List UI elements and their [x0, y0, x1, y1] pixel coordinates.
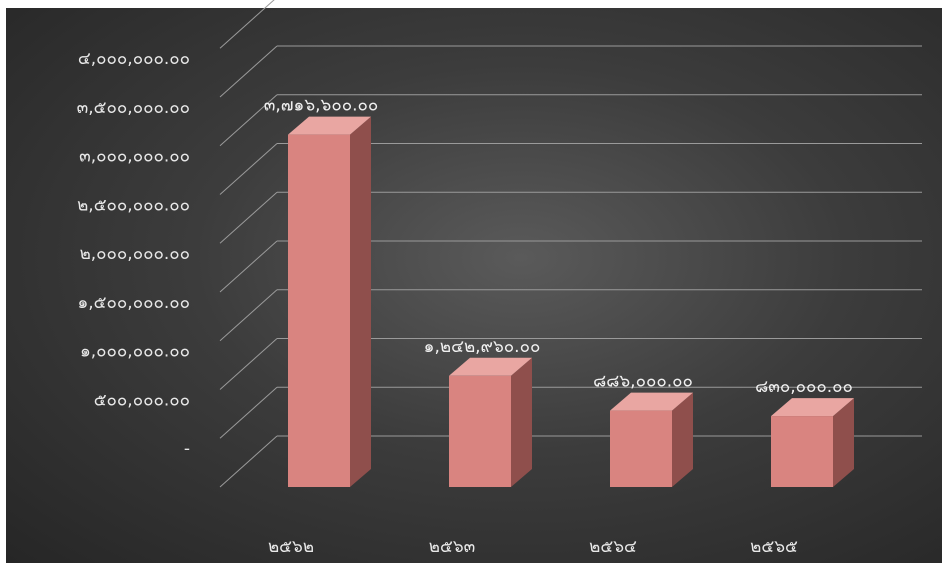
data-label: ๓,๗๑๖,๖๐๐.๐๐ — [264, 96, 379, 116]
bar-side — [511, 357, 532, 487]
bar-side — [350, 116, 371, 487]
bar-top — [449, 357, 532, 376]
gridline-depth — [219, 45, 278, 98]
bar-front — [449, 375, 511, 487]
gridline-depth — [219, 386, 278, 439]
x-tick-label: ๒๕๖๔ — [589, 537, 637, 557]
data-label: ๘๓๐,๐๐๐.๐๐ — [755, 377, 853, 397]
bar-front — [610, 410, 672, 487]
y-tick-label: ๕๐๐,๐๐๐.๐๐ — [94, 390, 190, 410]
y-tick-label: ๓,๐๐๐,๐๐๐.๐๐ — [79, 147, 190, 167]
gridline-depth — [219, 289, 278, 342]
gridline-depth — [219, 94, 278, 147]
y-tick-label: ๑,๕๐๐,๐๐๐.๐๐ — [77, 293, 190, 313]
gridline-depth — [219, 240, 278, 293]
gridline-depth — [219, 0, 275, 49]
x-axis-ticks: ๒๕๖๒ ๒๕๖๓ ๒๕๖๔ ๒๕๖๕ — [268, 537, 798, 557]
bars — [288, 116, 854, 487]
bar-front — [771, 416, 833, 487]
bar — [288, 116, 371, 487]
y-tick-label: - — [184, 439, 190, 459]
y-tick-label: ๓,๕๐๐,๐๐๐.๐๐ — [77, 98, 190, 118]
gridline-depth — [219, 338, 278, 390]
bar-front — [288, 134, 350, 487]
y-axis-ticks: - ๕๐๐,๐๐๐.๐๐ ๑,๐๐๐,๐๐๐.๐๐ ๑,๕๐๐,๐๐๐.๐๐ ๒,๐๐๐… — [77, 49, 190, 459]
bar-top — [771, 398, 854, 417]
gridline-depth — [219, 191, 278, 244]
bar — [449, 357, 532, 487]
x-tick-label: ๒๕๖๓ — [429, 537, 475, 557]
y-tick-label: ๔,๐๐๐,๐๐๐.๐๐ — [78, 49, 190, 69]
bar-side — [672, 392, 693, 487]
data-label: ๑,๒๔๒,๙๖๐.๐๐ — [424, 337, 541, 357]
bar — [610, 392, 693, 487]
gridline-depth — [219, 435, 278, 488]
bar-side — [833, 398, 854, 487]
bar — [771, 398, 854, 487]
gridline-depth — [219, 143, 278, 195]
y-tick-label: ๒,๐๐๐,๐๐๐.๐๐ — [80, 244, 190, 264]
x-tick-label: ๒๕๖๒ — [268, 537, 314, 557]
bar-top — [610, 392, 693, 411]
y-tick-label: ๑,๐๐๐,๐๐๐.๐๐ — [80, 342, 190, 362]
y-tick-label: ๒,๕๐๐,๐๐๐.๐๐ — [77, 195, 190, 215]
x-tick-label: ๒๕๖๕ — [750, 537, 798, 557]
data-label: ๘๘๖,๐๐๐.๐๐ — [593, 372, 693, 392]
grid-lines — [219, 0, 922, 488]
bar-top — [288, 116, 371, 135]
